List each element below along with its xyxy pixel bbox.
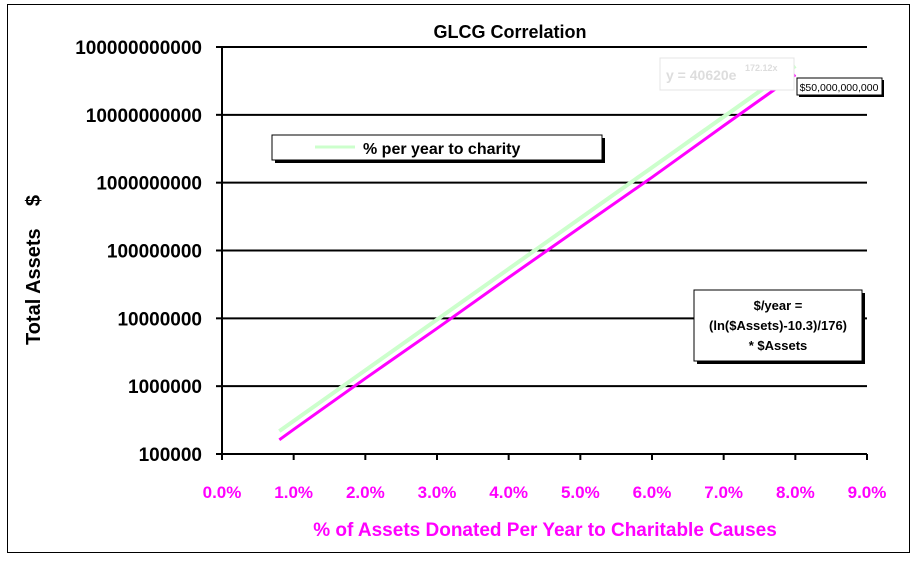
legend: % per year to charity <box>271 134 605 163</box>
legend-label: % per year to charity <box>363 141 521 158</box>
x-tick-label: 6.0% <box>633 483 672 502</box>
annotation-line-3: * $Assets <box>749 338 808 353</box>
x-tick-label: 1.0% <box>274 483 313 502</box>
x-tick-label: 5.0% <box>561 483 600 502</box>
trendline <box>278 64 797 433</box>
y-tick-label: 100000 <box>139 445 202 466</box>
annotation-line-1: $/year = <box>754 298 803 313</box>
annotation-line-2: (ln($Assets)-10.3)/176) <box>709 318 847 333</box>
series-line <box>278 73 797 442</box>
x-tick-label: 9.0% <box>848 483 887 502</box>
y-axis-title: Total Assets $ <box>23 195 45 345</box>
y-tick-label: 100000000 <box>107 242 202 263</box>
x-tick-label: 2.0% <box>346 483 385 502</box>
x-tick-label: 0.0% <box>203 483 242 502</box>
y-tick-label: 1000000 <box>128 377 202 398</box>
equation-text: y = 40620e <box>666 67 737 83</box>
y-tick-label: 100000000000 <box>75 38 202 59</box>
annotation-box: $/year = (ln($Assets)-10.3)/176) * $Asse… <box>693 289 865 364</box>
x-tick-label: 8.0% <box>776 483 815 502</box>
data-label: $50,000,000,000 <box>796 77 884 97</box>
trendline-equation: y = 40620e 172.12x <box>659 57 795 91</box>
chart-frame <box>7 4 910 553</box>
y-tick-label: 1000000000 <box>96 174 202 195</box>
chart-title: GLCG Correlation <box>433 22 586 42</box>
data-label-text: $50,000,000,000 <box>800 82 879 94</box>
x-tick-label: 4.0% <box>489 483 528 502</box>
x-axis-title: % of Assets Donated Per Year to Charitab… <box>313 520 777 541</box>
y-tick-label: 10000000000 <box>86 106 202 127</box>
x-tick-label: 3.0% <box>418 483 457 502</box>
equation-exponent: 172.12x <box>745 63 778 73</box>
x-tick-label: 7.0% <box>704 483 743 502</box>
y-tick-label: 10000000 <box>117 309 202 330</box>
